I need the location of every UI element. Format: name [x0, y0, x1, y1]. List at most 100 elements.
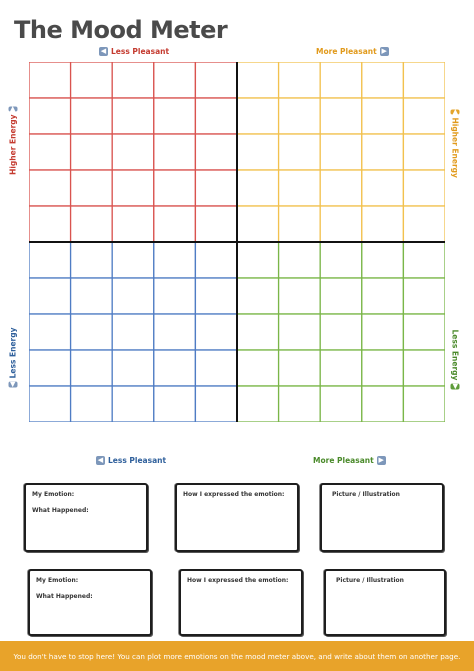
grid-cell[interactable] [361, 133, 405, 171]
grid-cell[interactable] [29, 241, 72, 279]
grid-cell[interactable] [111, 62, 155, 99]
grid-cell[interactable] [194, 277, 238, 315]
grid-cell[interactable] [194, 241, 238, 279]
grid-cell[interactable] [277, 277, 321, 315]
grid-cell[interactable] [194, 349, 238, 387]
grid-cell[interactable] [319, 313, 363, 351]
grid-cell[interactable] [194, 313, 238, 351]
grid-cell[interactable] [111, 169, 155, 207]
grid-cell[interactable] [236, 277, 280, 315]
grid-cell[interactable] [236, 97, 280, 135]
grid-cell[interactable] [69, 277, 113, 315]
grid-cell[interactable] [236, 313, 280, 351]
grid-cell[interactable] [69, 313, 113, 351]
grid-cell[interactable] [29, 62, 72, 99]
grid-cell[interactable] [153, 97, 197, 135]
grid-cell[interactable] [69, 97, 113, 135]
grid-cell[interactable] [153, 62, 197, 99]
grid-cell[interactable] [319, 277, 363, 315]
grid-cell[interactable] [111, 133, 155, 171]
grid-cell[interactable] [319, 169, 363, 207]
grid-cell[interactable] [236, 349, 280, 387]
grid-cell[interactable] [361, 97, 405, 135]
grid-cell[interactable] [194, 133, 238, 171]
entry-1-expression-box[interactable]: How I expressed the emotion: [175, 483, 299, 552]
grid-cell[interactable] [402, 241, 445, 279]
grid-cell[interactable] [277, 349, 321, 387]
grid-cell[interactable] [277, 313, 321, 351]
grid-cell[interactable] [69, 205, 113, 243]
grid-cell[interactable] [194, 169, 238, 207]
grid-cell[interactable] [29, 133, 72, 171]
grid-cell[interactable] [319, 97, 363, 135]
grid-cell[interactable] [277, 133, 321, 171]
grid-cell[interactable] [153, 169, 197, 207]
grid-cell[interactable] [153, 349, 197, 387]
grid-cell[interactable] [194, 205, 238, 243]
grid-cell[interactable] [29, 349, 72, 387]
grid-cell[interactable] [277, 169, 321, 207]
grid-cell[interactable] [402, 313, 445, 351]
grid-cell[interactable] [153, 313, 197, 351]
grid-cell[interactable] [402, 97, 445, 135]
grid-cell[interactable] [111, 349, 155, 387]
entry-1-emotion-box[interactable]: My Emotion: What Happened: [24, 483, 148, 552]
grid-cell[interactable] [69, 385, 113, 422]
grid-cell[interactable] [236, 169, 280, 207]
grid-cell[interactable] [402, 133, 445, 171]
grid-cell[interactable] [361, 62, 405, 99]
grid-cell[interactable] [29, 169, 72, 207]
grid-cell[interactable] [236, 385, 280, 422]
grid-cell[interactable] [402, 349, 445, 387]
entry-2-emotion-box[interactable]: My Emotion: What Happened: [28, 569, 152, 636]
grid-cell[interactable] [69, 133, 113, 171]
grid-cell[interactable] [277, 241, 321, 279]
grid-cell[interactable] [319, 349, 363, 387]
grid-cell[interactable] [277, 205, 321, 243]
grid-cell[interactable] [361, 385, 405, 422]
entry-2-picture-box[interactable]: Picture / Illustration [324, 569, 446, 636]
grid-cell[interactable] [319, 62, 363, 99]
grid-cell[interactable] [361, 277, 405, 315]
grid-cell[interactable] [361, 241, 405, 279]
grid-cell[interactable] [29, 205, 72, 243]
grid-cell[interactable] [111, 97, 155, 135]
grid-cell[interactable] [111, 277, 155, 315]
grid-cell[interactable] [277, 385, 321, 422]
grid-cell[interactable] [361, 349, 405, 387]
grid-cell[interactable] [153, 205, 197, 243]
grid-cell[interactable] [319, 205, 363, 243]
grid-cell[interactable] [277, 62, 321, 99]
grid-cell[interactable] [29, 277, 72, 315]
grid-cell[interactable] [29, 97, 72, 135]
entry-2-expression-box[interactable]: How I expressed the emotion: [179, 569, 303, 636]
grid-cell[interactable] [69, 169, 113, 207]
grid-cell[interactable] [236, 133, 280, 171]
grid-cell[interactable] [319, 241, 363, 279]
grid-cell[interactable] [361, 205, 405, 243]
grid-cell[interactable] [111, 385, 155, 422]
grid-cell[interactable] [236, 205, 280, 243]
grid-cell[interactable] [194, 385, 238, 422]
grid-cell[interactable] [402, 277, 445, 315]
grid-cell[interactable] [402, 385, 445, 422]
grid-cell[interactable] [29, 313, 72, 351]
grid-cell[interactable] [361, 169, 405, 207]
grid-cell[interactable] [402, 62, 445, 99]
grid-cell[interactable] [153, 133, 197, 171]
grid-cell[interactable] [319, 133, 363, 171]
grid-cell[interactable] [153, 385, 197, 422]
entry-1-picture-box[interactable]: Picture / Illustration [320, 483, 444, 552]
grid-cell[interactable] [69, 62, 113, 99]
grid-cell[interactable] [153, 277, 197, 315]
grid-cell[interactable] [29, 385, 72, 422]
grid-cell[interactable] [361, 313, 405, 351]
grid-cell[interactable] [319, 385, 363, 422]
grid-cell[interactable] [194, 97, 238, 135]
grid-cell[interactable] [111, 313, 155, 351]
grid-cell[interactable] [69, 241, 113, 279]
grid-cell[interactable] [69, 349, 113, 387]
grid-cell[interactable] [402, 205, 445, 243]
grid-cell[interactable] [111, 241, 155, 279]
grid-cell[interactable] [194, 62, 238, 99]
